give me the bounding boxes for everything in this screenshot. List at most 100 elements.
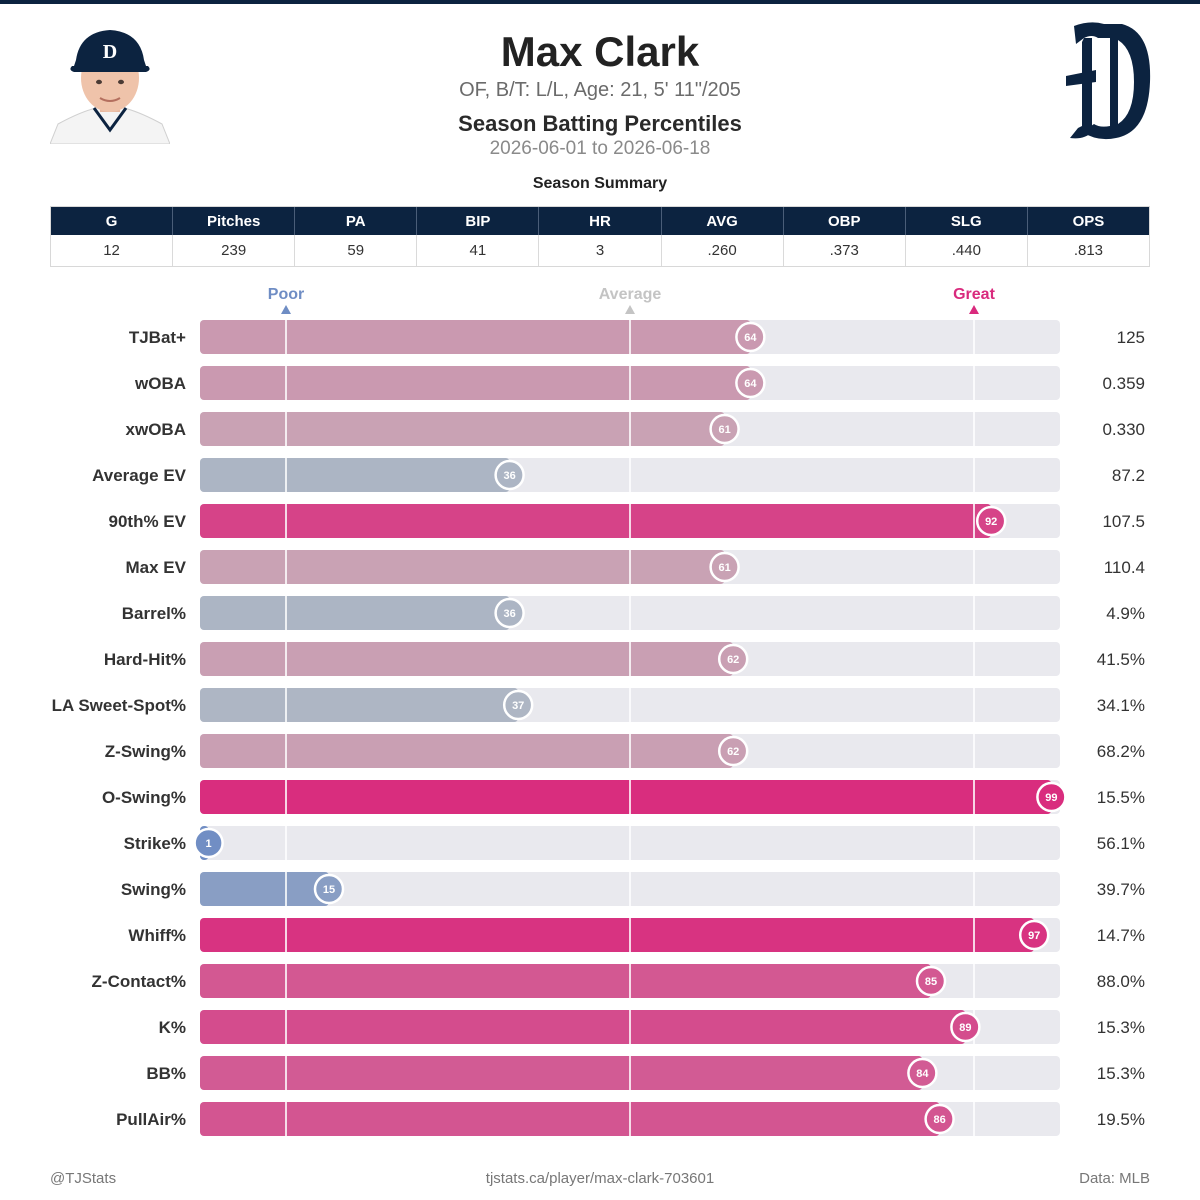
percentile-badge (950, 1011, 981, 1043)
metric-label: O-Swing% (102, 788, 186, 807)
stat-value: 0.330 (1102, 420, 1145, 439)
stat-value: 41.5% (1097, 650, 1145, 669)
tigers-logo-icon (1062, 20, 1154, 144)
summary-value-slg: .440 (906, 235, 1028, 266)
date-range: 2026-06-01 to 2026-06-18 (489, 138, 711, 159)
percentile-bar (200, 458, 510, 492)
metric-label: 90th% EV (109, 512, 187, 531)
player-headshot: D (50, 26, 170, 144)
percentile-badge (717, 735, 749, 767)
summary-header-bip: BIP (417, 207, 540, 235)
percentile-chart: Poor Average Great TJBat+ 64 125 wOBA 64 0.359 xw… (52, 286, 1145, 1136)
percentile-bar (200, 366, 751, 400)
summary-header-slg: SLG (906, 207, 1028, 235)
summary-value-pa: 59 (295, 235, 418, 266)
percentile-badge (915, 965, 947, 997)
percentile-value: 85 (925, 976, 937, 988)
reference-marker-average (625, 305, 635, 314)
stat-value: 88.0% (1097, 972, 1145, 991)
stat-value: 0.359 (1102, 374, 1145, 393)
stat-value: 19.5% (1097, 1110, 1145, 1129)
stat-value: 87.2 (1112, 466, 1145, 485)
season-summary-table: G Pitches PA BIP HR AVG OBP SLG OPS 12 2… (50, 206, 1150, 267)
metric-label: Max EV (126, 558, 187, 577)
stat-value: 68.2% (1097, 742, 1145, 761)
percentile-badge (924, 1103, 955, 1135)
stat-value: 14.7% (1097, 926, 1145, 945)
percentile-value: 37 (512, 700, 524, 712)
percentile-value: 89 (959, 1022, 971, 1034)
metric-label: Hard-Hit% (104, 650, 186, 669)
stat-value: 4.9% (1106, 604, 1145, 623)
percentile-value: 99 (1045, 792, 1057, 804)
metric-label: BB% (146, 1064, 186, 1083)
percentile-bar (200, 596, 510, 630)
percentile-value: 1 (206, 838, 212, 850)
percentile-bar (200, 1010, 966, 1044)
metric-label: Barrel% (122, 604, 186, 623)
summary-header-pitches: Pitches (173, 207, 296, 235)
summary-value-ops: .813 (1073, 242, 1104, 259)
stat-value: 15.3% (1097, 1018, 1145, 1037)
metric-label: K% (159, 1018, 186, 1037)
percentile-value: 64 (744, 378, 757, 390)
reference-label-poor: Poor (268, 286, 304, 303)
percentile-badge (313, 873, 345, 905)
percentile-bar (200, 734, 734, 768)
summary-title: Season Summary (532, 175, 668, 192)
percentile-badge (193, 827, 224, 859)
reference-marker-great (969, 305, 979, 314)
metric-label: Z-Swing% (105, 742, 186, 761)
svg-text:D: D (103, 41, 117, 63)
percentile-bar (200, 642, 734, 676)
percentile-badge (735, 367, 766, 399)
percentile-badge (717, 643, 749, 675)
percentile-bar (200, 872, 329, 906)
summary-header-obp: OBP (784, 207, 906, 235)
stat-value: 110.4 (1104, 558, 1145, 577)
summary-value-row: 12 239 59 41 3 .260 .373 .440 .813 (51, 235, 1149, 266)
reference-label-great: Great (953, 286, 995, 303)
percentile-bar (200, 780, 1052, 814)
percentile-value: 84 (916, 1068, 929, 1080)
metric-label: wOBA (134, 374, 186, 393)
top-rule (0, 0, 1200, 4)
percentile-badge (735, 321, 766, 353)
stat-value: 125 (1117, 328, 1145, 347)
percentile-bar (200, 918, 1035, 952)
metric-label: LA Sweet-Spot% (52, 696, 186, 715)
percentile-badge (494, 459, 525, 491)
footer-credit: @TJStats (50, 1170, 117, 1187)
percentile-value: 61 (718, 424, 730, 436)
metric-label: Average EV (92, 466, 187, 485)
summary-value-pitches: 239 (173, 235, 296, 266)
chart-title: Season Batting Percentiles (458, 111, 742, 136)
metric-label: Swing% (121, 880, 186, 899)
percentile-bar (200, 550, 725, 584)
percentile-bar (200, 688, 519, 722)
percentile-badge (494, 597, 525, 629)
percentile-value: 36 (503, 608, 515, 620)
percentile-value: 97 (1028, 930, 1040, 942)
summary-value-hr: 3 (539, 235, 662, 266)
percentile-badge (502, 689, 534, 721)
reference-marker-poor (281, 305, 291, 314)
player-info: OF, B/T: L/L, Age: 21, 5' 11"/205 (459, 79, 741, 101)
summary-header-avg: AVG (662, 207, 784, 235)
stat-value: 56.1% (1097, 834, 1145, 853)
summary-header-pa: PA (295, 207, 418, 235)
percentile-value: 62 (727, 746, 739, 758)
percentile-bar (200, 504, 992, 538)
percentile-badge (975, 505, 1007, 537)
percentile-value: 92 (985, 516, 997, 528)
percentile-value: 61 (718, 562, 730, 574)
reference-label-average: Average (599, 286, 662, 303)
metric-label: Whiff% (128, 926, 186, 945)
percentile-value: 64 (744, 332, 757, 344)
summary-header-ops: OPS (1072, 212, 1105, 230)
stat-value: 107.5 (1102, 512, 1145, 531)
summary-value-avg: .260 (662, 235, 784, 266)
metric-label: PullAir% (116, 1110, 186, 1129)
summary-value-g: 12 (51, 235, 174, 266)
percentile-value: 86 (933, 1114, 945, 1126)
